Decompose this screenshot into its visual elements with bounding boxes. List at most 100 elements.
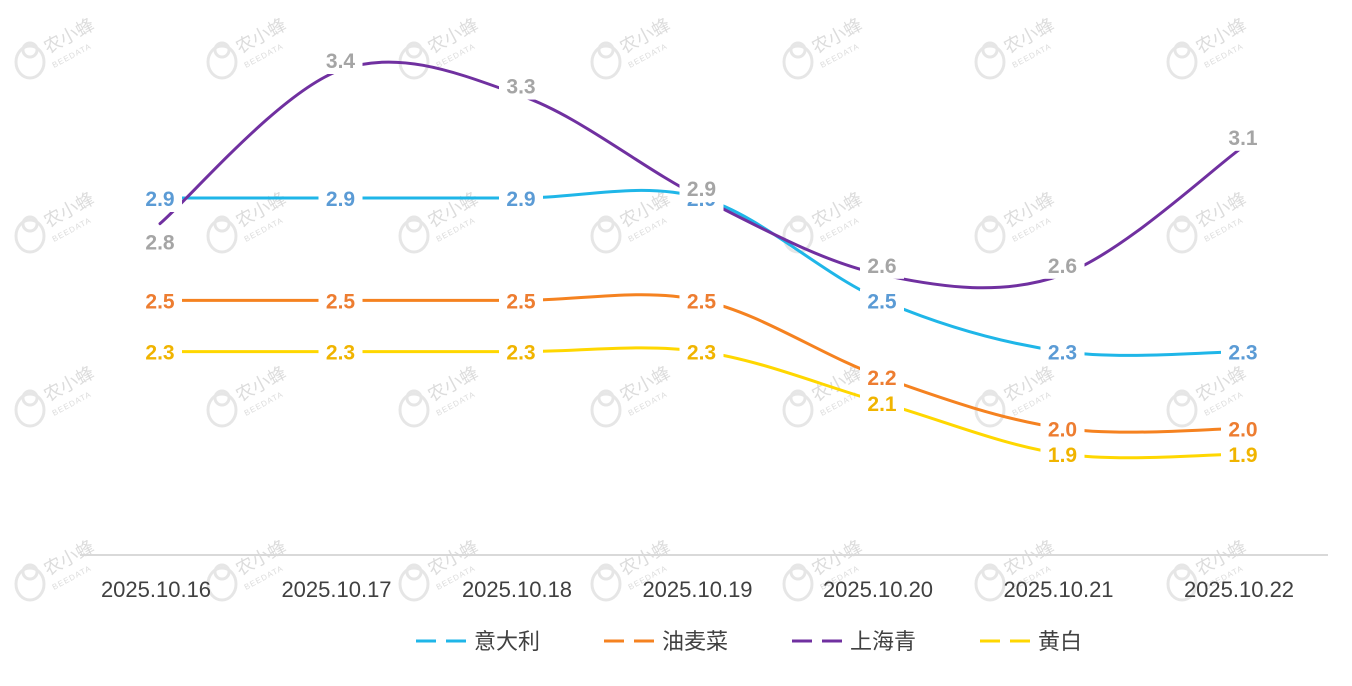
bee-logo-icon	[14, 566, 46, 602]
bee-head-icon	[1173, 41, 1191, 59]
bee-logo-icon	[1166, 392, 1198, 428]
data-label: 2.5	[326, 290, 356, 313]
data-label: 1.9	[1228, 444, 1257, 467]
legend-label: 油麦菜	[662, 629, 728, 654]
bee-head-icon	[981, 41, 999, 59]
legend-item: 上海青	[792, 629, 916, 654]
data-label: 2.3	[1228, 342, 1257, 365]
bee-logo-icon	[206, 44, 238, 80]
x-tick-label: 2025.10.22	[1184, 577, 1294, 602]
data-label-bg	[499, 288, 543, 315]
bee-logo-icon	[782, 392, 814, 428]
data-label: 2.9	[506, 188, 535, 211]
bee-logo-icon	[1166, 218, 1198, 254]
data-label-bg	[318, 288, 363, 315]
data-label-bg	[1040, 339, 1085, 366]
bee-logo-icon	[14, 392, 46, 428]
data-label-bg	[860, 365, 904, 392]
bee-head-icon	[1173, 389, 1191, 407]
data-label-bg	[318, 339, 363, 366]
data-label: 2.9	[145, 188, 174, 211]
data-label: 2.1	[867, 393, 897, 416]
data-label-bg	[138, 186, 182, 212]
data-label: 2.3	[326, 342, 355, 365]
bee-logo-icon	[206, 392, 238, 428]
bee-head-icon	[405, 563, 423, 581]
bee-head-icon	[21, 389, 39, 407]
data-label-bg	[679, 288, 724, 315]
data-label-bg	[1221, 339, 1265, 366]
data-label: 2.5	[145, 290, 175, 313]
bee-head-icon	[405, 389, 423, 407]
data-label: 2.3	[1048, 342, 1077, 365]
data-label: 2.8	[145, 232, 175, 255]
bee-logo-icon	[590, 392, 622, 428]
bee-logo-icon	[974, 44, 1006, 80]
data-label-bg	[679, 339, 724, 366]
bee-logo-icon	[398, 218, 430, 254]
data-label: 2.3	[506, 342, 535, 365]
bee-head-icon	[789, 389, 807, 407]
data-label: 2.0	[1048, 418, 1077, 441]
bee-logo-icon	[974, 218, 1006, 254]
legend-label: 意大利	[474, 629, 540, 654]
bee-head-icon	[213, 563, 231, 581]
data-label-bg	[1040, 416, 1085, 443]
x-tick-label: 2025.10.19	[642, 577, 752, 602]
data-label-bg	[138, 288, 182, 315]
x-tick-label: 2025.10.18	[462, 577, 572, 602]
data-label-bg	[318, 48, 363, 74]
data-label-bg	[679, 176, 724, 202]
bee-head-icon	[597, 563, 615, 581]
data-label: 2.9	[687, 178, 716, 201]
bee-head-icon	[213, 389, 231, 407]
data-label-bg	[499, 186, 543, 212]
bee-logo-icon	[1166, 566, 1198, 602]
bee-logo-icon	[1166, 44, 1198, 80]
x-tick-label: 2025.10.20	[823, 577, 933, 602]
data-label-bg	[499, 73, 543, 100]
data-label: 3.1	[1228, 127, 1258, 150]
bee-head-icon	[213, 41, 231, 59]
data-label-bg	[1040, 442, 1085, 468]
legend-label: 黄白	[1038, 629, 1082, 654]
data-label: 3.4	[326, 50, 356, 73]
data-label-bg	[1221, 124, 1265, 151]
bee-logo-icon	[782, 44, 814, 80]
bee-logo-icon	[974, 566, 1006, 602]
bee-head-icon	[405, 41, 423, 59]
data-label-bg	[1221, 416, 1265, 443]
data-label-bg	[1221, 442, 1265, 468]
data-label: 1.9	[1048, 444, 1077, 467]
x-tick-labels: 2025.10.16 2025.10.17 2025.10.18 2025.10.19…	[101, 577, 1294, 602]
bee-head-icon	[981, 215, 999, 233]
bee-head-icon	[1173, 215, 1191, 233]
data-label-bg	[138, 229, 182, 256]
bee-head-icon	[981, 389, 999, 407]
bee-logo-icon	[590, 566, 622, 602]
bee-head-icon	[213, 215, 231, 233]
data-label-bg	[860, 252, 904, 279]
bee-head-icon	[21, 563, 39, 581]
legend-item: 油麦菜	[604, 629, 728, 654]
legend-item: 黄白	[980, 629, 1082, 654]
bee-head-icon	[597, 41, 615, 59]
data-label-bg	[499, 339, 543, 366]
data-label: 2.2	[867, 367, 896, 390]
bee-head-icon	[405, 215, 423, 233]
bee-head-icon	[597, 389, 615, 407]
bee-head-icon	[21, 41, 39, 59]
